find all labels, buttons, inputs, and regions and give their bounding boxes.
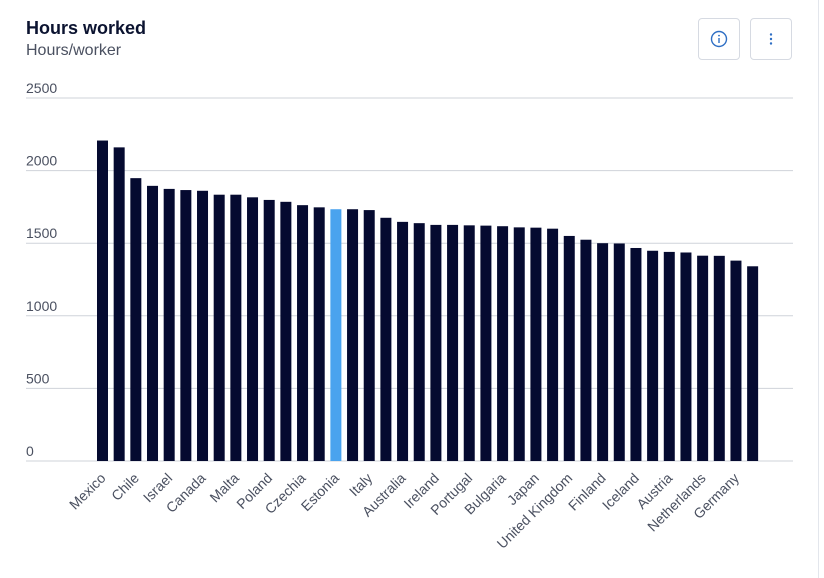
x-tick-label: Estonia (298, 470, 342, 514)
bar[interactable] (613, 243, 625, 461)
bar[interactable] (713, 255, 725, 461)
bar[interactable] (497, 226, 509, 461)
bar[interactable] (347, 209, 359, 461)
bar-highlighted[interactable] (330, 209, 342, 461)
x-tick-label: Mexico (66, 470, 109, 513)
bar[interactable] (630, 247, 642, 461)
bar[interactable] (680, 252, 692, 461)
bar[interactable] (113, 147, 125, 461)
bar[interactable] (563, 235, 575, 461)
bar[interactable] (230, 194, 242, 461)
bar[interactable] (297, 205, 309, 461)
bar[interactable] (747, 266, 759, 461)
bar[interactable] (480, 225, 492, 461)
y-tick-label: 1500 (26, 225, 57, 241)
bar[interactable] (147, 185, 159, 461)
bar[interactable] (530, 227, 542, 461)
y-tick-label: 2500 (26, 80, 57, 96)
y-tick-label: 2000 (26, 153, 57, 169)
bar[interactable] (363, 210, 375, 461)
x-tick-label: Chile (108, 470, 142, 504)
info-button[interactable] (698, 18, 740, 60)
panel-border (818, 0, 819, 578)
bar[interactable] (430, 224, 442, 461)
bar[interactable] (97, 140, 108, 462)
bar[interactable] (697, 255, 709, 461)
bar[interactable] (547, 228, 559, 461)
y-tick-label: 0 (26, 443, 34, 459)
bar[interactable] (597, 243, 609, 461)
bar[interactable] (197, 190, 209, 461)
bar[interactable] (730, 260, 742, 461)
bar[interactable] (647, 250, 659, 461)
x-tick-label: Iceland (599, 470, 642, 513)
info-icon (710, 30, 728, 48)
bar[interactable] (380, 217, 392, 461)
bar[interactable] (463, 225, 475, 461)
chart-title: Hours worked (26, 18, 147, 38)
bar[interactable] (213, 194, 225, 461)
more-options-button[interactable] (750, 18, 792, 60)
bar[interactable] (163, 188, 175, 461)
more-vertical-icon (769, 33, 773, 45)
bar[interactable] (280, 201, 292, 461)
bar[interactable] (130, 178, 142, 461)
bar[interactable] (313, 207, 325, 461)
bar[interactable] (447, 224, 459, 461)
y-tick-label: 500 (26, 370, 50, 386)
chart-subtitle: Hours/worker (26, 42, 122, 59)
bar[interactable] (663, 251, 675, 461)
bar[interactable] (580, 239, 592, 461)
bar[interactable] (247, 197, 259, 461)
bar[interactable] (180, 190, 192, 461)
bar[interactable] (413, 223, 425, 461)
bar[interactable] (513, 227, 525, 461)
bar[interactable] (397, 221, 409, 461)
bar[interactable] (263, 199, 275, 461)
x-tick-label: Finland (565, 470, 609, 514)
y-tick-label: 1000 (26, 298, 57, 314)
